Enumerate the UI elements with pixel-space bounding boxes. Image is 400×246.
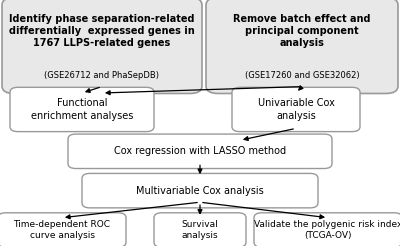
Text: Time-dependent ROC
curve analysis: Time-dependent ROC curve analysis: [14, 220, 110, 240]
Text: (GSE17260 and GSE32062): (GSE17260 and GSE32062): [245, 71, 359, 79]
FancyBboxPatch shape: [82, 173, 318, 208]
FancyBboxPatch shape: [154, 213, 246, 246]
FancyBboxPatch shape: [2, 0, 202, 93]
FancyBboxPatch shape: [232, 87, 360, 132]
FancyBboxPatch shape: [206, 0, 398, 93]
Text: Multivariable Cox analysis: Multivariable Cox analysis: [136, 186, 264, 196]
Text: Remove batch effect and
principal component
analysis: Remove batch effect and principal compon…: [233, 14, 371, 48]
FancyBboxPatch shape: [68, 134, 332, 169]
FancyBboxPatch shape: [10, 87, 154, 132]
Text: Cox regression with LASSO method: Cox regression with LASSO method: [114, 146, 286, 156]
Text: Functional
enrichment analyses: Functional enrichment analyses: [31, 98, 133, 121]
Text: Survival
analysis: Survival analysis: [182, 220, 218, 240]
Text: Identify phase separation-related
differentially  expressed genes in
1767 LLPS-r: Identify phase separation-related differ…: [9, 14, 195, 48]
FancyBboxPatch shape: [0, 213, 126, 246]
Text: (GSE26712 and PhaSepDB): (GSE26712 and PhaSepDB): [44, 71, 160, 79]
Text: Univariable Cox
analysis: Univariable Cox analysis: [258, 98, 334, 121]
FancyBboxPatch shape: [254, 213, 400, 246]
Text: Validate the polygenic risk index
(TCGA-OV): Validate the polygenic risk index (TCGA-…: [254, 220, 400, 240]
